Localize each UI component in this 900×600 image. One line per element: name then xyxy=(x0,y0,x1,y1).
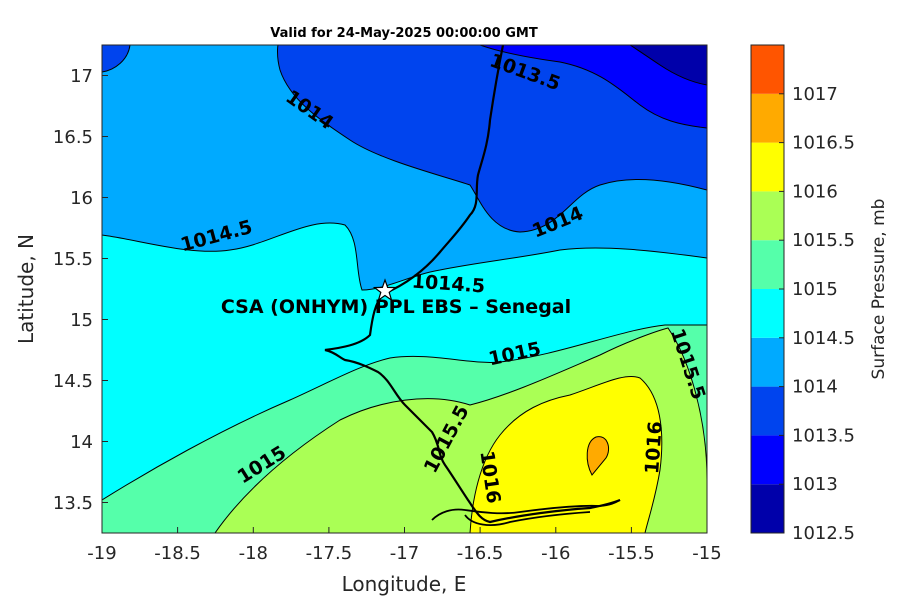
y-tick-label: 16 xyxy=(70,188,93,209)
x-tick-label: -17 xyxy=(390,543,419,564)
y-tick-label: 15.5 xyxy=(53,249,93,270)
colorbar-tick-label: 1014.5 xyxy=(792,328,855,349)
colorbar-swatch xyxy=(751,191,784,241)
border-line xyxy=(431,499,621,526)
x-axis: -19 -18.5 -18 -17.5 -17 -16.5 -16 -15.5 … xyxy=(87,527,722,596)
colorbar-tick-label: 1015.5 xyxy=(792,230,855,251)
band-1013 xyxy=(479,45,707,129)
colorbar-swatch xyxy=(751,240,784,289)
colorbar-tick-label: 1016 xyxy=(792,181,838,202)
y-tick-label: 15 xyxy=(70,310,93,331)
colorbar-tick-label: 1013 xyxy=(792,474,838,495)
x-tick-label: -17.5 xyxy=(306,543,353,564)
y-tick-label: 14 xyxy=(70,432,93,453)
colorbar-swatch xyxy=(751,45,784,94)
band-1016 xyxy=(469,376,663,533)
star-icon xyxy=(372,278,398,302)
colorbar-swatch xyxy=(751,484,784,533)
y-axis-label: Latitude, N xyxy=(14,234,38,344)
x-tick-label: -16 xyxy=(541,543,570,564)
colorbar-swatch xyxy=(751,142,784,192)
x-tick-label: -19 xyxy=(87,543,116,564)
coastline xyxy=(324,45,621,524)
station-label: CSA (ONHYM) PPL EBS – Senegal xyxy=(221,296,571,318)
colorbar-swatch xyxy=(751,435,784,485)
y-tick-label: 14.5 xyxy=(53,371,93,392)
colorbar-swatch xyxy=(751,93,784,143)
map-area: 1013.5 1014 1014 1014.5 1014.5 1015 1015… xyxy=(101,44,709,534)
colorbar-tick-label: 1015 xyxy=(792,279,838,300)
x-tick-label: -18 xyxy=(239,543,268,564)
band-1016-5 xyxy=(586,436,610,476)
x-tick-label: -16.5 xyxy=(457,543,504,564)
colorbar-ticks: 1012.5 1013 1013.5 1014 1014.5 1015 1015.5 1016… xyxy=(779,84,855,544)
contour-label: 1014.5 xyxy=(411,270,486,297)
y-tick-label: 13.5 xyxy=(53,493,93,514)
colorbar-tick-label: 1014 xyxy=(792,377,838,398)
colorbar-tick-label: 1013.5 xyxy=(792,425,855,446)
colorbar-tick-label: 1016.5 xyxy=(792,133,855,154)
chart-title: Valid for 24-May-2025 00:00:00 GMT xyxy=(270,26,538,41)
colorbar-label: Surface Pressure, mb xyxy=(869,199,889,380)
y-tick-label: 17 xyxy=(70,66,93,87)
colorbar-tick-label: 1012.5 xyxy=(792,523,855,544)
x-tick-label: -15 xyxy=(692,543,721,564)
colorbar-swatch xyxy=(751,289,784,338)
colorbar-swatch xyxy=(751,386,784,436)
x-tick-label: -15.5 xyxy=(608,543,655,564)
band-1012-5 xyxy=(629,45,707,86)
colorbar: 1012.5 1013 1013.5 1014 1014.5 1015 1015.5 1016… xyxy=(750,44,889,544)
band-1013-5 xyxy=(102,45,707,233)
x-axis-label: Longitude, E xyxy=(342,572,467,596)
colorbar-tick-label: 1017 xyxy=(792,84,838,105)
colorbar-swatch xyxy=(751,337,784,387)
pressure-field xyxy=(102,45,707,533)
y-axis: 13.5 14 14.5 15 15.5 16 16.5 17 Latitude… xyxy=(14,66,108,514)
y-tick-label: 16.5 xyxy=(53,127,93,148)
contour-label: 1016 xyxy=(641,420,667,474)
x-tick-label: -18.5 xyxy=(154,543,201,564)
colorbar-swatches xyxy=(751,45,784,533)
